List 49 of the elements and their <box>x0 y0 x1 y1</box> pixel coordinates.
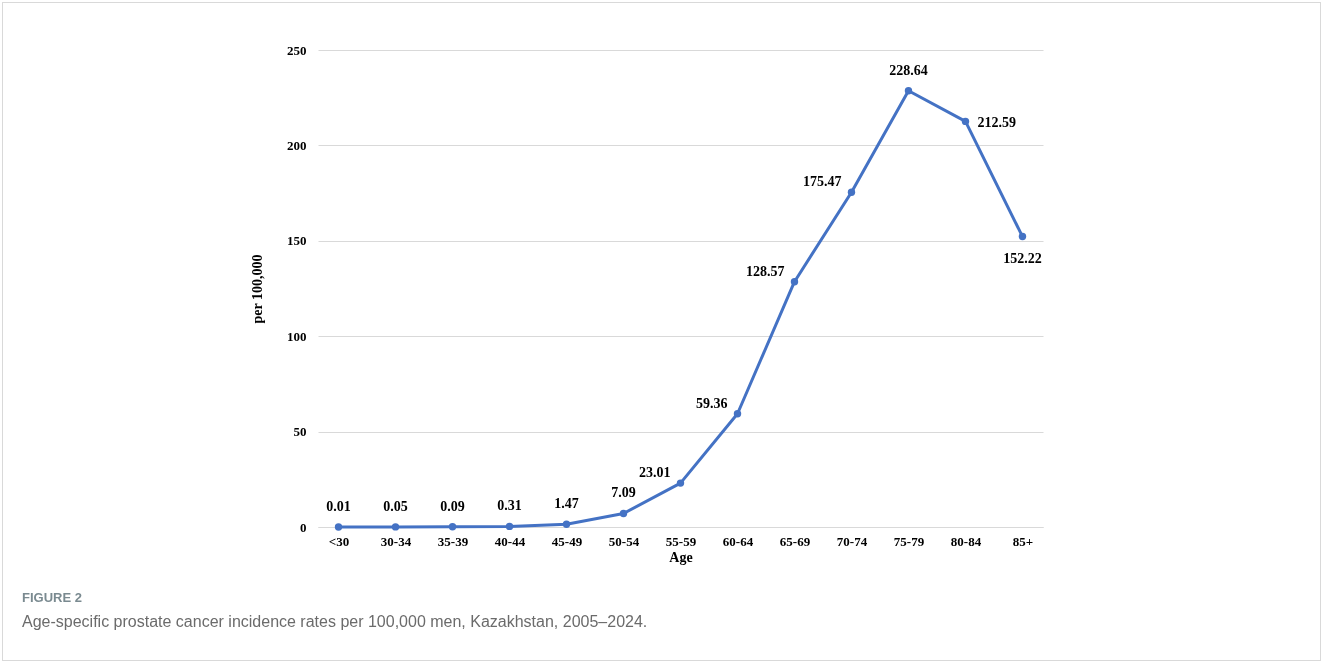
point <box>961 117 970 126</box>
x-tick-label: 60-64 <box>722 533 754 549</box>
point <box>505 522 514 531</box>
data-label: 0.05 <box>383 498 408 514</box>
x-tick-label: 40-44 <box>494 533 526 549</box>
x-tick-label: <30 <box>328 533 350 549</box>
data-label: 128.57 <box>745 263 785 279</box>
point <box>391 523 400 531</box>
data-label: 59.36 <box>696 395 728 411</box>
point <box>448 523 457 531</box>
x-axis-title: Age <box>669 549 693 565</box>
point <box>790 277 799 286</box>
x-tick-label: 55-59 <box>665 533 697 549</box>
y-axis-title: per 100,000 <box>250 254 265 324</box>
data-label: 7.09 <box>611 485 636 501</box>
point <box>904 87 913 95</box>
x-tick-label: 50-54 <box>608 533 640 549</box>
data-label: 175.47 <box>802 174 842 190</box>
point <box>733 410 742 418</box>
point <box>562 520 571 528</box>
data-label: 0.01 <box>326 498 351 514</box>
data-label: 212.59 <box>977 115 1016 131</box>
data-label: 0.31 <box>497 498 522 514</box>
y-tick-label: 0 <box>300 519 307 535</box>
y-tick-label: 100 <box>287 328 307 344</box>
data-label: 228.64 <box>889 62 928 78</box>
x-tick-label: 75-79 <box>893 533 925 549</box>
data-label: 152.22 <box>1003 250 1042 266</box>
x-tick-label: 30-34 <box>380 533 412 549</box>
x-tick-label: 65-69 <box>779 533 811 549</box>
point <box>334 523 343 531</box>
x-tick-label: 45-49 <box>551 533 583 549</box>
point <box>676 479 685 487</box>
x-tick-label: 35-39 <box>437 533 469 549</box>
text: Age-specific prostate cancer incidence rates per 100,000 men, Kazakhstan, 2005–2024. <box>22 613 648 631</box>
point <box>847 188 856 196</box>
x-tick-label: 85+ <box>1012 533 1034 549</box>
data-label: 1.47 <box>554 496 579 512</box>
data-label: 23.01 <box>639 465 671 481</box>
y-tick-label: 150 <box>287 233 307 249</box>
x-tick-label: 80-84 <box>950 533 982 549</box>
caption: FIGURE 2 <box>22 590 83 605</box>
point <box>619 509 628 518</box>
y-tick-label: 50 <box>293 424 307 440</box>
y-tick-label: 250 <box>287 42 307 58</box>
y-tick-label: 200 <box>287 137 307 153</box>
x-tick-label: 70-74 <box>836 533 868 549</box>
data-label: 0.09 <box>440 498 465 514</box>
point <box>1018 232 1027 241</box>
